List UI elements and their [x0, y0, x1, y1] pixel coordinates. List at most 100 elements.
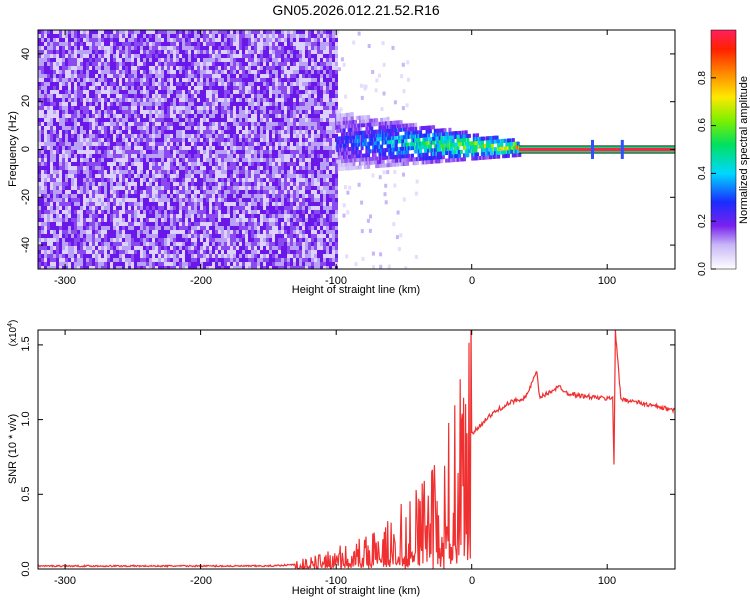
spectrogram-cell — [278, 38, 281, 42]
spectrogram-cell — [176, 262, 179, 266]
spectrogram-cell — [221, 198, 224, 202]
spectrogram-cell — [143, 38, 146, 42]
spectrogram-cell — [197, 222, 200, 226]
spectrogram-cell — [92, 242, 95, 246]
spectrogram-cell — [125, 118, 128, 122]
spectrogram-cell — [176, 170, 179, 174]
spectrogram-cell — [143, 186, 146, 190]
spectrogram-cell — [155, 186, 158, 190]
spectrogram-cell — [260, 146, 263, 150]
spectrogram-cell — [68, 102, 71, 106]
spectrogram-cell — [209, 110, 212, 114]
spectrogram-cell — [245, 34, 248, 38]
spectrogram-cell — [191, 178, 194, 182]
spectrogram-cell — [170, 246, 173, 250]
spectrogram-cell — [230, 94, 233, 98]
spectrogram-cell — [230, 102, 233, 106]
spectrogram-cell — [230, 254, 233, 258]
spectrogram-cell — [47, 174, 50, 178]
spectrogram-cell — [68, 170, 71, 174]
spectrogram-cell — [113, 34, 116, 38]
spectrogram-cell — [191, 254, 194, 258]
spectrogram-cell — [260, 150, 263, 154]
spectrogram-cell — [56, 262, 59, 266]
spectrogram-cell — [218, 182, 221, 186]
spectrogram-cell — [281, 58, 284, 62]
spectrogram-cell — [53, 190, 56, 194]
spectrogram-cell — [257, 206, 260, 210]
spectrogram-cell — [287, 78, 290, 82]
spectrogram-cell — [95, 182, 98, 186]
spectrogram-cell — [272, 102, 275, 106]
spectrogram-cell — [233, 234, 236, 238]
spectrogram-cell — [236, 106, 239, 110]
spectrogram-cell — [86, 234, 89, 238]
spectrogram-cell — [278, 142, 281, 146]
spectrogram-cell — [224, 62, 227, 66]
spectrogram-cell — [191, 106, 194, 110]
spectrogram-cell — [239, 146, 242, 150]
spectrogram-cell — [101, 182, 104, 186]
spectrogram-cell — [38, 154, 41, 158]
spectrogram-cell — [197, 122, 200, 126]
spectrogram-cell — [215, 254, 218, 258]
spectrogram-cell — [53, 202, 56, 206]
spectrogram-cell — [92, 262, 95, 266]
spectrogram-cell — [242, 198, 245, 202]
spectrogram-cell — [272, 86, 275, 90]
spectrogram-cell — [182, 194, 185, 198]
spectrogram-cell — [143, 54, 146, 58]
spectrogram-cell — [56, 190, 59, 194]
spectrogram-cell — [161, 246, 164, 250]
spectrogram-cell — [170, 62, 173, 66]
spectrogram-cell — [197, 58, 200, 62]
spectrogram-cell — [281, 62, 284, 66]
spectrogram-cell — [236, 226, 239, 230]
spectrogram-cell — [107, 130, 110, 134]
spectrogram-cell — [101, 238, 104, 242]
spectrogram-cell — [218, 102, 221, 106]
spectrogram-cell — [80, 78, 83, 82]
spectrogram-cell — [41, 178, 44, 182]
spectrogram-cell — [47, 46, 50, 50]
spectrogram-cell — [50, 266, 53, 269]
spectrogram-cell — [278, 194, 281, 198]
spectrogram-cell — [236, 202, 239, 206]
spectrogram-cell — [158, 94, 161, 98]
spectrogram-cell — [233, 110, 236, 114]
spectrogram-cell — [227, 54, 230, 58]
spectrogram-cell — [197, 230, 200, 234]
spectrogram-cell — [272, 210, 275, 214]
spectrogram-cell — [161, 258, 164, 262]
spectrogram-cell — [149, 266, 152, 269]
spectrogram-cell — [209, 158, 212, 162]
spectrogram-cell — [278, 246, 281, 250]
spectrogram-cell — [206, 86, 209, 90]
spectrogram-cell — [71, 158, 74, 162]
spectrogram-cell — [89, 178, 92, 182]
spectrogram-cell — [56, 230, 59, 234]
spectrogram-cell — [113, 238, 116, 242]
spectrogram-cell — [44, 94, 47, 98]
spectrogram-cell — [158, 214, 161, 218]
spectrogram-cell — [122, 190, 125, 194]
spectrogram-cell — [68, 114, 71, 118]
spectrogram-cell — [92, 254, 95, 258]
spectrogram-cell — [176, 218, 179, 222]
spectrogram-cell — [200, 186, 203, 190]
spectrogram-cell — [173, 198, 176, 202]
spectrogram-cell — [71, 30, 74, 34]
spectrogram-cell — [92, 258, 95, 262]
spectrogram-cell — [89, 194, 92, 198]
spectrogram-cell — [125, 86, 128, 90]
spectrogram-cell — [206, 114, 209, 118]
spectrogram-cell — [122, 198, 125, 202]
spectrogram-cell — [74, 266, 77, 269]
spectrogram-cell — [140, 50, 143, 54]
spectrogram-cell — [116, 134, 119, 138]
spectrogram-cell — [128, 146, 131, 150]
spectrogram-cell — [200, 102, 203, 106]
spectrogram-cell — [245, 230, 248, 234]
spectrogram-cell — [260, 134, 263, 138]
spectrogram-cell — [242, 86, 245, 90]
